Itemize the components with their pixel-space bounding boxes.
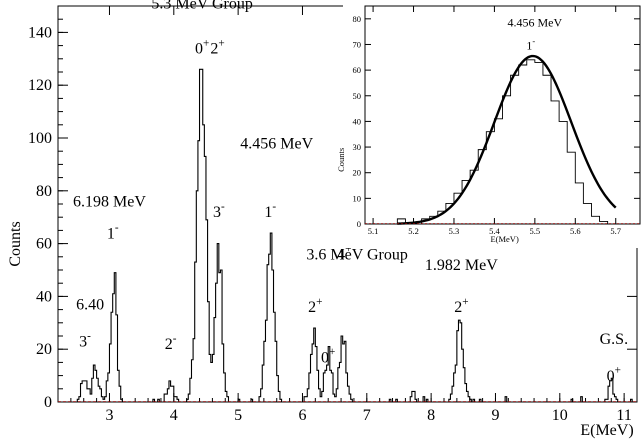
main-y-tick-label: 80 [36,183,52,200]
inset-histogram-series [365,59,640,225]
main-peak-annotation: 3.6 MeV Group [306,246,407,263]
inset-subtitle: 1- [526,37,535,52]
inset-y-tick-label: 20 [353,168,362,178]
inset-gaussian-fit-curve [397,54,617,225]
main-x-axis-label: E(MeV) [580,422,633,439]
inset-y-tick-label: 50 [353,91,362,101]
inset-x-tick-label: 5.2 [408,226,419,236]
main-x-tick-label: 10 [552,407,568,424]
inset-y-axis-label: Counts [336,148,346,172]
inset-x-tick-label: 5.1 [368,226,379,236]
main-peak-annotation: 6.40 [76,297,104,314]
main-peak-annotation: 4.456 MeV [240,136,313,153]
inset-x-tick-label: 5.5 [530,226,541,236]
main-peak-annotation: G.S. [600,331,628,348]
inset-x-tick-label: 5.4 [489,226,500,236]
inset-y-tick-label: 70 [353,39,362,49]
main-x-tick-label: 9 [491,407,499,424]
main-y-tick-label: 20 [36,341,52,358]
main-peak-annotation: 5.3 MeV Group [151,0,252,13]
main-y-tick-label: 60 [36,236,52,253]
main-y-tick-label: 40 [36,288,52,305]
main-x-tick-label: 11 [616,407,631,424]
inset-y-tick-label: 80 [353,14,362,24]
main-peak-annotation: 4+ [337,243,351,263]
main-peak-annotation: 6.198 MeV [73,194,146,211]
main-x-tick-label: 6 [298,407,306,424]
main-x-tick-label: 4 [170,407,178,424]
inset-x-tick-label: 5.6 [570,226,581,236]
main-peak-annotation: 2+ [454,296,468,316]
main-y-tick-label: 100 [28,130,52,147]
main-peak-annotation: 1- [264,201,276,221]
main-peak-annotation: 0+ [607,365,621,385]
main-peak-annotation: 2- [165,333,177,353]
main-peak-annotation: 3- [213,201,225,221]
inset-y-tick-label: 60 [353,65,362,75]
inset-x-axis-label: E(MeV) [490,234,518,244]
main-x-tick-label: 5 [234,407,242,424]
main-x-tick-label: 8 [427,407,435,424]
main-y-tick-label: 120 [28,77,52,94]
main-y-tick-label: 0 [44,394,52,411]
inset-y-tick-label: 30 [353,142,362,152]
main-x-tick-label: 3 [105,407,113,424]
inset-fit-plot: 5.1 5.2 5.3 5.4 5.5 5.6 5.7 0 10 20 30 40 50 60 70 80 E(… [336,0,642,248]
main-spectrum-plot: 3 4 5 6 7 8 9 10 11020406080100120140E(MeV)Count… [7,0,638,439]
main-peak-annotation: 1.982 MeV [425,257,498,274]
main-x-tick-label: 7 [363,407,371,424]
inset-y-tick-label: 10 [353,193,362,203]
inset-title: 4.456 MeV [508,16,563,30]
main-y-tick-label: 140 [28,24,52,41]
main-peak-annotation: 3- [79,330,91,350]
main-y-axis-label: Counts [7,221,24,266]
inset-plot-frame [364,5,641,225]
main-peak-annotation: 0+ [195,37,209,57]
main-peak-annotation: 1- [107,222,119,242]
main-peak-annotation: 2+ [308,296,322,316]
main-histogram-series [58,68,637,403]
main-peak-annotation: 0+ [321,346,335,366]
inset-x-tick-label: 5.7 [610,226,621,236]
inset-x-tick-label: 5.3 [449,226,460,236]
inset-y-tick-label: 0 [357,219,361,229]
main-peak-annotation: 2+ [210,37,224,57]
inset-y-tick-label: 40 [353,116,362,126]
